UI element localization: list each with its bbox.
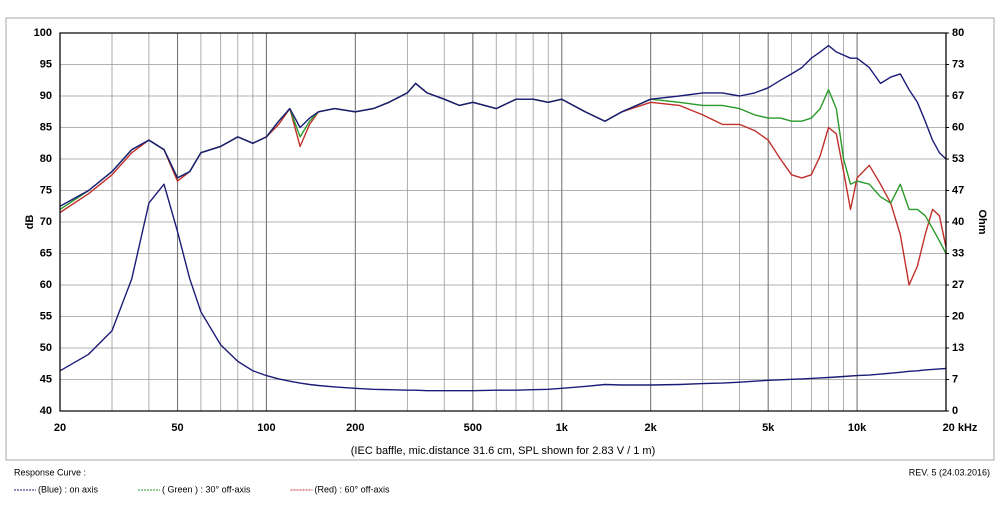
legend-label: (Blue) : on axis [38,484,99,494]
x-tick-label: 2k [645,422,658,434]
note: REV. 5 (24.03.2016) [909,467,990,477]
x-tick-label: 50 [171,422,183,434]
y2-tick-label: 47 [952,184,964,196]
x-tick-label: 20 kHz [943,422,978,434]
y2-tick-label: 33 [952,247,964,259]
y-tick-label: 90 [40,90,52,102]
y-tick-label: 45 [40,373,52,385]
x-tick-label: 200 [346,422,364,434]
legend-title: Response Curve : [14,467,86,477]
y2-tick-label: 20 [952,310,964,322]
y2-tick-label: 40 [952,216,964,228]
y2-tick-label: 13 [952,342,964,354]
y2-axis-label: Ohm [976,209,988,234]
x-tick-label: 20 [54,422,66,434]
x-axis-label: (IEC baffle, mic.distance 31.6 cm, SPL s… [351,445,655,457]
y2-tick-label: 0 [952,405,958,417]
y-tick-label: 80 [40,153,52,165]
y-tick-label: 75 [40,184,52,196]
x-tick-label: 10k [848,422,867,434]
x-tick-label: 500 [464,422,482,434]
y2-tick-label: 7 [952,373,958,385]
y-tick-label: 85 [40,121,52,133]
series-line [59,183,947,392]
series-line [59,44,947,207]
y-tick-label: 40 [40,405,52,417]
y2-tick-label: 60 [952,121,964,133]
y2-tick-label: 67 [952,90,964,102]
y-tick-label: 65 [40,247,52,259]
y-tick-label: 55 [40,310,52,322]
chart-frame [5,17,995,461]
plot [59,44,947,392]
y2-tick-label: 80 [952,27,964,39]
y2-tick-label: 27 [952,279,964,291]
y-tick-label: 70 [40,216,52,228]
x-tick-label: 100 [257,422,275,434]
x-tick-label: 1k [556,422,569,434]
y-tick-label: 95 [40,58,52,70]
legend-label: ( Green ) : 30° off-axis [162,484,251,494]
y-tick-label: 100 [34,27,52,39]
y2-tick-label: 73 [952,58,964,70]
y2-tick-label: 53 [952,153,964,165]
y-tick-label: 50 [40,342,52,354]
x-tick-label: 5k [762,422,775,434]
y-axis-label: dB [24,215,36,230]
y-tick-label: 60 [40,279,52,291]
legend-label: (Red) : 60° off-axis [315,484,390,494]
